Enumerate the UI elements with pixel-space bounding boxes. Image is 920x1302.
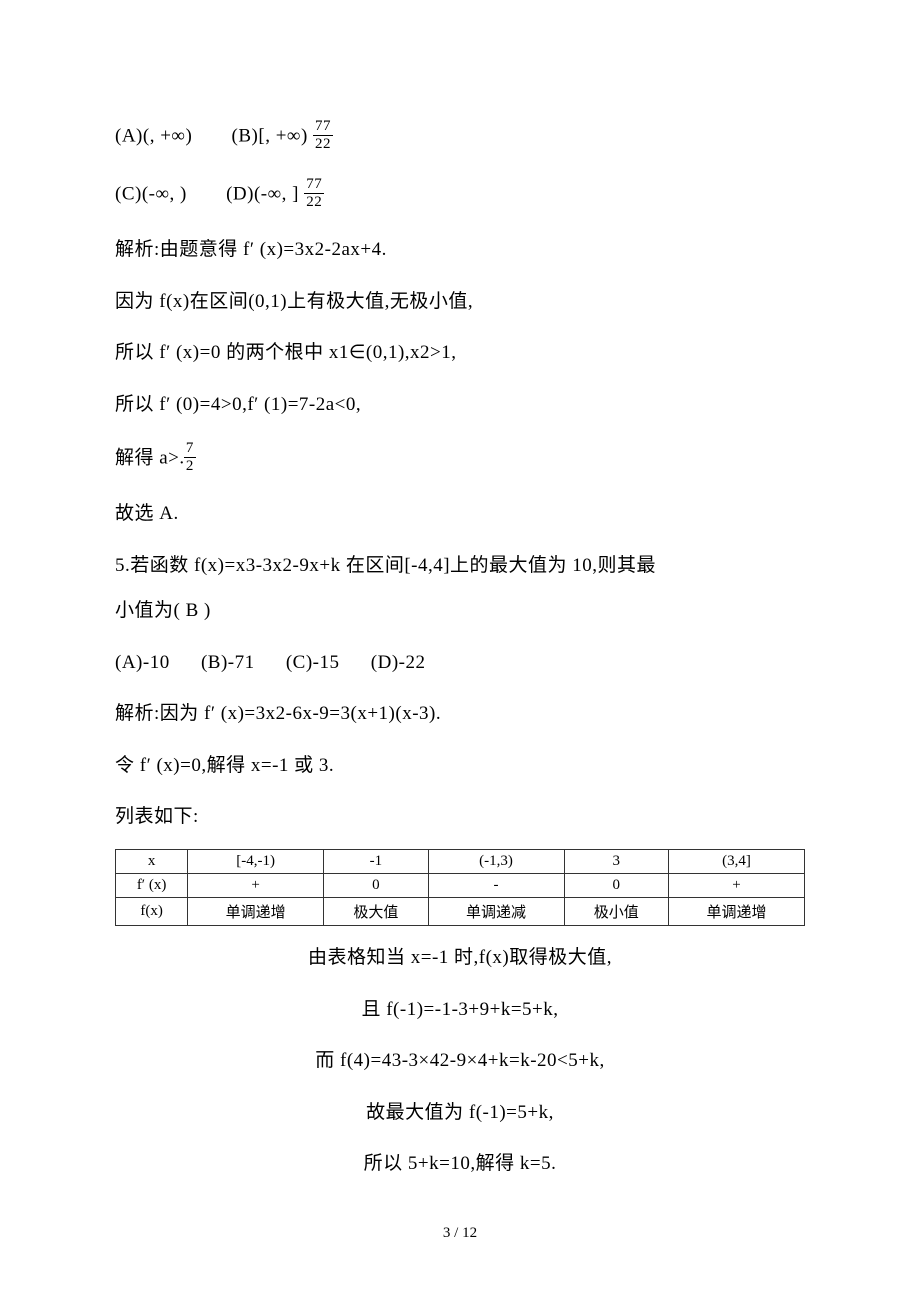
option-c: (C)(-∞, ) xyxy=(115,183,187,204)
p5-prefix: 解得 a>. xyxy=(115,448,185,469)
table-cell: - xyxy=(428,874,564,898)
option-d2: (D)-22 xyxy=(371,652,426,673)
table-cell: (3,4] xyxy=(669,850,805,874)
table-row: f(x) 单调递增 极大值 单调递减 极小值 单调递增 xyxy=(116,898,805,926)
table-cell: (-1,3) xyxy=(428,850,564,874)
table-cell: 极大值 xyxy=(324,898,429,926)
table-cell: f(x) xyxy=(116,898,188,926)
table-cell: x xyxy=(116,850,188,874)
question-5-line-1: 5.若函数 f(x)=x3-3x2-9x+k 在区间[-4,4]上的最大值为 1… xyxy=(115,552,805,580)
table-cell: 单调递减 xyxy=(428,898,564,926)
table-cell: [-4,-1) xyxy=(188,850,324,874)
table-cell: + xyxy=(669,874,805,898)
center-line-1: 由表格知当 x=-1 时,f(x)取得极大值, xyxy=(115,944,805,972)
table-cell: 0 xyxy=(324,874,429,898)
options-line-1: (A)(, +∞) (B)[, +∞) 77 22 xyxy=(115,120,805,154)
table-cell: 单调递增 xyxy=(669,898,805,926)
paragraph-9: 令 f′ (x)=0,解得 x=-1 或 3. xyxy=(115,752,805,780)
table-cell: f′ (x) xyxy=(116,874,188,898)
table-cell: + xyxy=(188,874,324,898)
options-line-2: (C)(-∞, ) (D)(-∞, ] 77 22 xyxy=(115,178,805,212)
center-line-5: 所以 5+k=10,解得 k=5. xyxy=(115,1150,805,1178)
options-line-3: (A)-10 (B)-71 (C)-15 (D)-22 xyxy=(115,649,805,677)
option-d: (D)(-∞, ] xyxy=(226,183,299,204)
option-a2: (A)-10 xyxy=(115,652,170,673)
paragraph-10: 列表如下: xyxy=(115,803,805,831)
option-a: (A)(, +∞) xyxy=(115,125,192,146)
paragraph-1: 解析:由题意得 f′ (x)=3x2-2ax+4. xyxy=(115,236,805,264)
table-row: f′ (x) + 0 - 0 + xyxy=(116,874,805,898)
table-cell: 单调递增 xyxy=(188,898,324,926)
paragraph-3: 所以 f′ (x)=0 的两个根中 x1∈(0,1),x2>1, xyxy=(115,339,805,367)
option-c2: (C)-15 xyxy=(286,652,340,673)
table-cell: 0 xyxy=(564,874,669,898)
table-row: x [-4,-1) -1 (-1,3) 3 (3,4] xyxy=(116,850,805,874)
table-cell: 极小值 xyxy=(564,898,669,926)
center-line-3: 而 f(4)=43-3×42-9×4+k=k-20<5+k, xyxy=(115,1047,805,1075)
option-b: (B)[, +∞) xyxy=(232,125,308,146)
page-number: 3 / 12 xyxy=(0,1225,920,1242)
paragraph-6: 故选 A. xyxy=(115,500,805,528)
table-cell: -1 xyxy=(324,850,429,874)
analysis-table: x [-4,-1) -1 (-1,3) 3 (3,4] f′ (x) + 0 -… xyxy=(115,849,805,926)
paragraph-8: 解析:因为 f′ (x)=3x2-6x-9=3(x+1)(x-3). xyxy=(115,700,805,728)
fraction-3: 7 2 xyxy=(184,440,196,474)
fraction-2: 77 22 xyxy=(304,176,324,210)
table-cell: 3 xyxy=(564,850,669,874)
paragraph-5: 解得 a>. 7 2 xyxy=(115,442,805,476)
center-line-2: 且 f(-1)=-1-3+9+k=5+k, xyxy=(115,996,805,1024)
center-line-4: 故最大值为 f(-1)=5+k, xyxy=(115,1099,805,1127)
paragraph-4: 所以 f′ (0)=4>0,f′ (1)=7-2a<0, xyxy=(115,391,805,419)
paragraph-2: 因为 f(x)在区间(0,1)上有极大值,无极小值, xyxy=(115,288,805,316)
option-b2: (B)-71 xyxy=(201,652,255,673)
fraction-1: 77 22 xyxy=(313,118,333,152)
question-5-line-2: 小值为( B ) xyxy=(115,597,805,625)
